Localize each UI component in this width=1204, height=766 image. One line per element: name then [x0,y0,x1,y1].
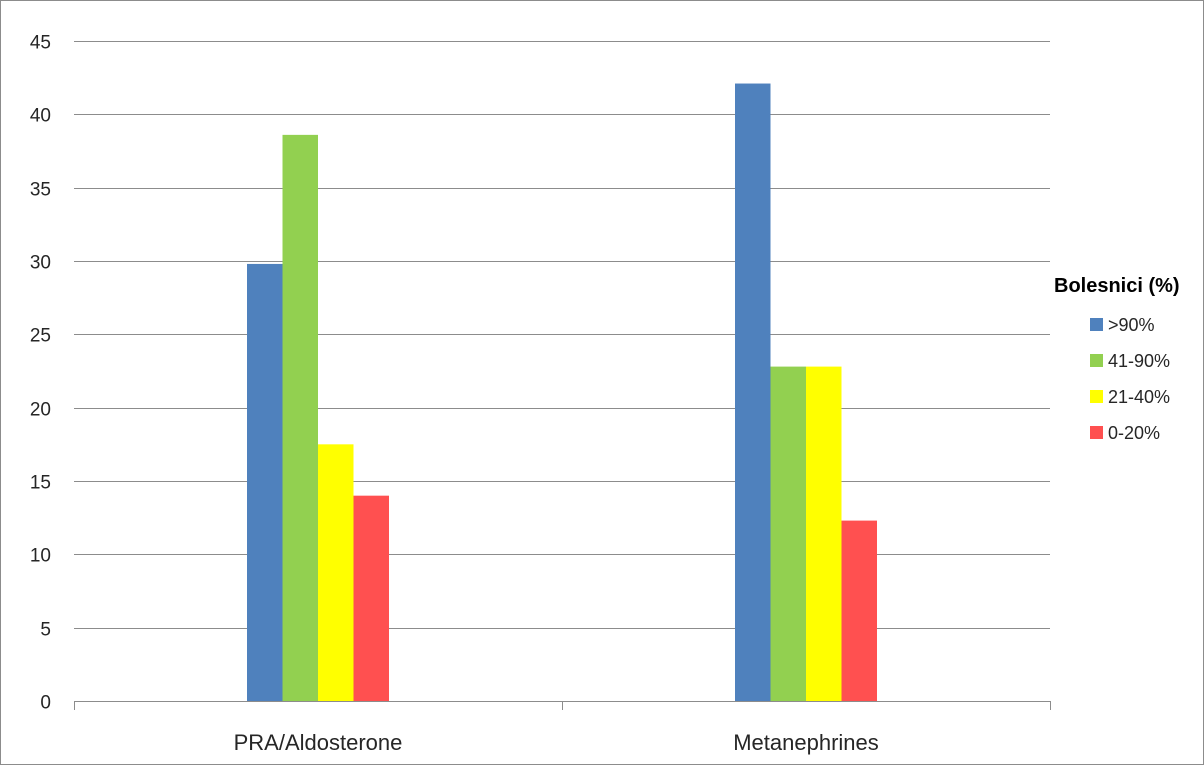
legend-label: 41-90% [1108,351,1170,371]
bar-41-90-1 [282,134,318,701]
legend: Bolesnici (%) >90% 41-90% 21-40% 0-20% [1054,275,1180,443]
y-tick-label: 20 [30,400,51,421]
bars [247,83,877,701]
y-tick-label: 30 [30,253,51,274]
legend-swatch [1090,354,1103,367]
y-tick-label: 40 [30,106,51,127]
bar-21-40-1 [318,444,354,701]
bar-41-90-2 [770,366,806,701]
bar-0-20-2 [841,520,877,701]
x-category-label: Metanephrines [733,730,879,755]
legend-label: >90% [1108,315,1155,335]
legend-swatch [1090,390,1103,403]
y-tick-label: 45 [30,33,51,54]
legend-swatch [1090,318,1103,331]
bar-90-2 [735,83,771,701]
legend-label: 0-20% [1108,423,1160,443]
bar-90-1 [247,263,283,701]
x-category-label: PRA/Aldosterone [234,730,403,755]
y-tick-label: 10 [30,546,51,567]
bar-0-20-1 [353,495,389,701]
y-tick-label: 25 [30,326,51,347]
gridlines [74,41,1050,629]
y-tick-label: 5 [40,620,51,641]
y-tick-label: 35 [30,180,51,201]
y-tick-label: 15 [30,473,51,494]
bar-21-40-2 [806,366,842,701]
legend-swatch [1090,426,1103,439]
legend-label: 21-40% [1108,387,1170,407]
y-tick-label: 0 [40,693,51,714]
axes: 0 5 10 15 20 25 30 35 40 45 PRA/Aldosterone Metanep… [30,33,1051,755]
legend-title: Bolesnici (%) [1054,275,1180,297]
